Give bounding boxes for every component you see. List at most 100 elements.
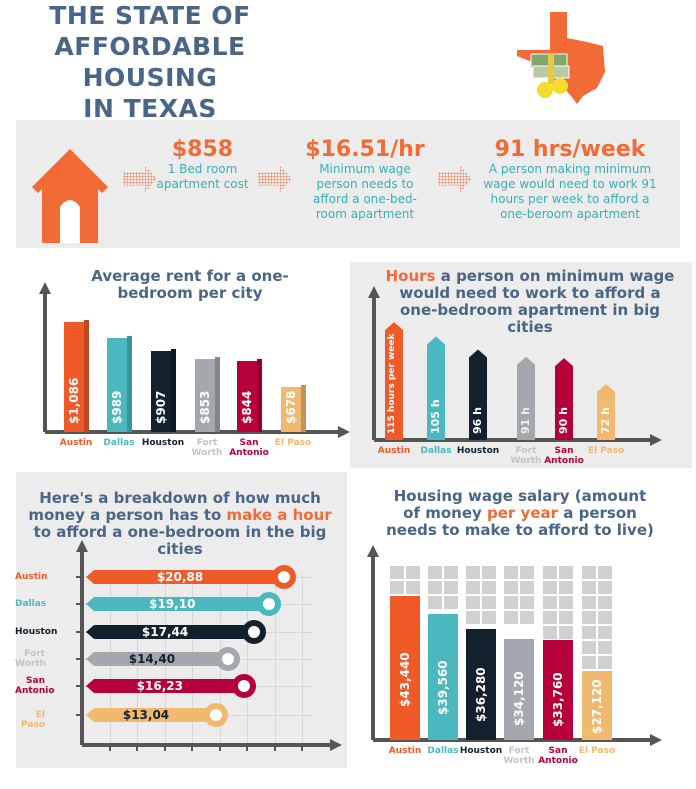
chart-title: Hours a person on minimum wage would nee…: [380, 268, 680, 336]
city-label: El Paso: [587, 446, 625, 456]
city-label: El Paso: [578, 746, 616, 756]
data-label: $678: [284, 390, 298, 424]
data-label: $33,760: [551, 672, 565, 728]
data-label: $19,10: [149, 597, 196, 611]
data-label: 105 h: [429, 399, 442, 434]
bar: [86, 708, 216, 722]
data-label: $14,40: [128, 652, 176, 666]
chart-title: Housing wage salary (amount of money per…: [385, 488, 655, 539]
title-line: THE STATE OF: [49, 1, 251, 30]
summary-desc: 1 Bed room apartment cost: [156, 162, 249, 191]
bar-end-circle: [256, 592, 281, 616]
grid-square: [543, 626, 557, 639]
grid-square: [598, 611, 612, 624]
x-tick: [273, 745, 276, 751]
bar: [281, 387, 301, 432]
bar: [237, 360, 257, 432]
grid-square: [406, 566, 420, 579]
bar: [504, 638, 534, 740]
bar-end-circle: [271, 565, 296, 589]
data-label: $989: [110, 390, 124, 424]
x-tick: [191, 745, 193, 751]
page-title: THE STATE OF AFFORDABLE HOUSING IN TEXAS: [0, 0, 300, 124]
x-axis: [373, 738, 650, 742]
grid-square: [444, 566, 458, 579]
city-label: San Antonio: [538, 746, 578, 766]
grid-square: [444, 581, 458, 594]
grid-square: [482, 566, 496, 579]
data-label: $907: [154, 390, 168, 424]
city-label: Houston: [141, 438, 185, 448]
y-tick: [76, 603, 82, 605]
data-label: $34,120: [512, 671, 526, 727]
bar: [86, 597, 269, 611]
grid-square: [598, 626, 612, 639]
x-tick: [136, 745, 138, 751]
grid-square: [582, 611, 596, 624]
y-tick: [76, 631, 82, 633]
grid-square: [466, 566, 480, 579]
city-label: Austin: [59, 438, 93, 448]
y-axis-arrow-icon: [368, 286, 380, 298]
city-label: Houston: [456, 446, 500, 456]
grid-square: [504, 611, 518, 624]
grid-square: [520, 566, 534, 579]
house-icon: [32, 149, 108, 243]
x-axis-arrow-icon: [650, 434, 662, 446]
data-label: 115 hours per week: [387, 333, 397, 434]
bar: [597, 384, 615, 440]
bar: [195, 359, 215, 432]
bar-side: [84, 320, 89, 432]
y-axis-arrow-icon: [76, 540, 88, 552]
grid-square: [504, 596, 518, 609]
grid-square: [444, 596, 458, 609]
bar: [428, 613, 458, 740]
city-label: El Paso: [274, 438, 312, 448]
bar: [86, 570, 284, 584]
summary-value: $16.51/hr: [305, 137, 425, 162]
bar: [517, 356, 535, 440]
grid-square: [466, 596, 480, 609]
grid-square: [559, 581, 573, 594]
x-axis: [45, 430, 338, 434]
grid-square: [598, 596, 612, 609]
bar-side: [127, 335, 132, 432]
grid-square: [559, 626, 573, 639]
title-highlight: Hours: [385, 267, 436, 285]
summary-desc: Minimum wage person needs to afford a on…: [313, 162, 417, 221]
grid-square: [543, 596, 557, 609]
bar-side: [301, 385, 306, 432]
grid-line: [274, 575, 276, 745]
city-label: Dallas: [427, 746, 459, 756]
grid-square: [582, 626, 596, 639]
x-axis: [82, 743, 330, 747]
bar-side: [257, 358, 262, 432]
summary-value: 91 hrs/week: [494, 137, 646, 162]
title-line: IN TEXAS: [83, 94, 217, 123]
y-axis-arrow-icon: [39, 282, 51, 294]
data-label: $43,440: [398, 652, 412, 708]
bar-side: [171, 348, 176, 432]
city-label: Fort Worth: [510, 446, 542, 466]
grid-square: [543, 566, 557, 579]
data-label: $844: [240, 390, 254, 424]
grid-square: [582, 641, 596, 654]
title-text: Here's a breakdown of how much money a p…: [28, 489, 321, 524]
texas-money-icon: [517, 12, 605, 104]
bar: [151, 350, 171, 432]
grid-square: [520, 581, 534, 594]
title-highlight: make a hour: [226, 506, 332, 524]
data-label: $1,086: [67, 377, 81, 424]
grid-square: [598, 566, 612, 579]
y-tick: [76, 714, 82, 716]
city-label: Austin: [388, 746, 422, 756]
city-label: Fort Worth: [191, 438, 223, 458]
bar: [385, 322, 403, 440]
data-label: $16,23: [136, 679, 183, 693]
bar: [107, 337, 127, 432]
bar: [582, 671, 612, 740]
data-label: $36,280: [474, 667, 488, 722]
y-axis-arrow-icon: [367, 545, 379, 557]
summary-item: $858 1 Bed room apartment cost: [155, 137, 250, 192]
grid-square: [543, 581, 557, 594]
